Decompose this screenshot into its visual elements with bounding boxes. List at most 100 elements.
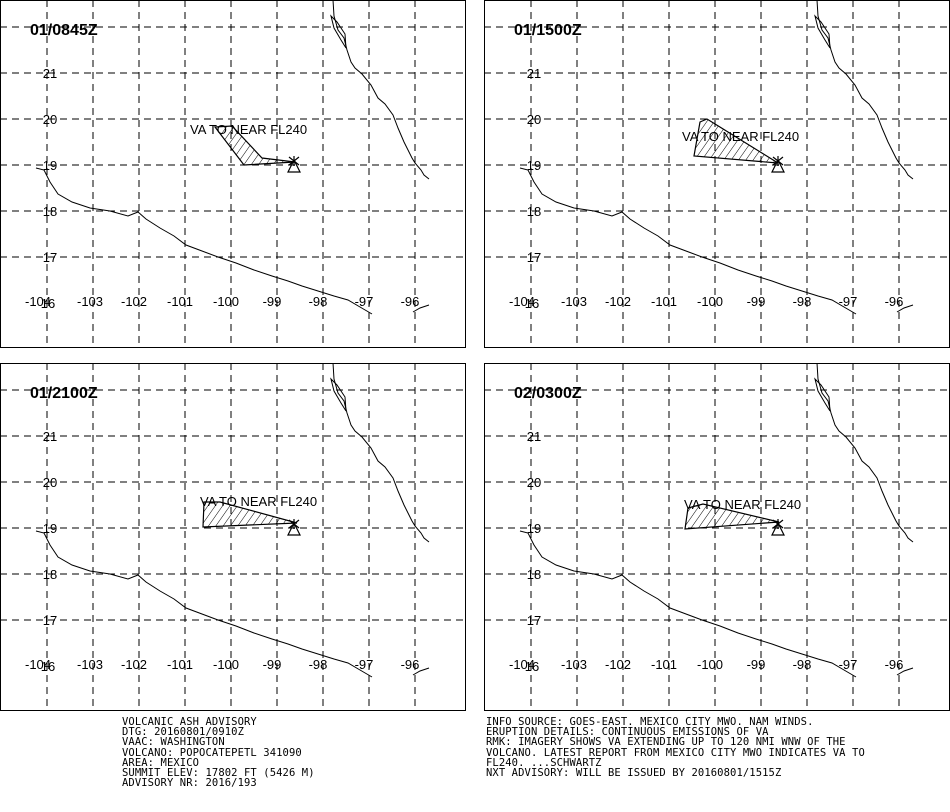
longitude-label: -97 (839, 657, 858, 672)
longitude-label: -104 (25, 657, 51, 672)
advisory-line: ADVISORY NR: 2016/193 (122, 777, 257, 790)
forecast-panel-4: 02/0300Z VA TO NEAR FL240 21 20 19 18 17 16 -1… (484, 363, 950, 711)
advisory-line: DTG: 20160801/0910Z (122, 726, 245, 739)
volcano-icon (287, 156, 301, 173)
latitude-label: 18 (527, 204, 541, 219)
lagoon-outline (330, 14, 347, 49)
latitude-label: 17 (527, 613, 541, 628)
volcano-triangle (771, 158, 785, 173)
latitude-label: 20 (527, 112, 541, 127)
ash-cloud-polygon (213, 125, 296, 166)
map-canvas: 01/2100Z VA TO NEAR FL240 212019181716-1… (0, 363, 466, 711)
latitude-label: 16 (525, 296, 539, 311)
ash-height-label: VA TO NEAR FL240 (684, 497, 801, 512)
pacific-coastline (35, 167, 373, 315)
volcano-icon (771, 519, 785, 536)
eruption-marker (288, 156, 300, 166)
coastline-fragment (896, 304, 914, 313)
coastline-fragment (412, 304, 430, 313)
axis-labels: 21 20 19 18 17 16-104 -103 -102 -101 -100 -99 -98 -9… (25, 66, 419, 311)
coastline (35, 0, 430, 315)
latitude-label: 17 (527, 250, 541, 265)
map-canvas: 01/0845Z VA TO NEAR FL240 212019181716-1… (0, 0, 466, 348)
ash-height-label: VA TO NEAR FL240 (682, 129, 799, 144)
longitude-label: -101 (651, 657, 677, 672)
latitude-label: 17 (43, 613, 57, 628)
ash-height-label: VA TO NEAR FL240 (200, 494, 317, 509)
eruption-marker (288, 519, 300, 529)
longitude-label: -103 (77, 294, 103, 309)
latitude-label: 20 (527, 475, 541, 490)
longitude-label: -99 (263, 294, 282, 309)
lat-lon-grid (0, 0, 466, 348)
axis-labels: 21 20 19 18 17 16-104 -103 -102 -101 -100 -99 -98 -9… (509, 66, 903, 311)
latitude-label: 19 (527, 521, 541, 536)
advisory-line: RMK: IMAGERY SHOWS VA EXTENDING UP TO 12… (486, 736, 846, 749)
volcano-triangle (771, 521, 785, 536)
lagoon-outline (330, 377, 347, 412)
ash-cloud-polygon (684, 503, 780, 530)
longitude-label: -98 (793, 294, 812, 309)
coastline-fragment (896, 667, 914, 676)
longitude-label: -96 (401, 294, 420, 309)
longitude-label: -102 (121, 657, 147, 672)
panel-time-label: 01/0845Z (30, 22, 98, 39)
latitude-label: 20 (43, 112, 57, 127)
latitude-label: 17 (43, 250, 57, 265)
latitude-label: 21 (527, 66, 541, 81)
map-canvas: 01/1500Z VA TO NEAR FL240 21 20 19 18 17 16 -1… (484, 0, 950, 348)
axis-labels: 21 20 19 18 17 16-104 -103 -102 -101 -100 -99 -98 -9… (25, 429, 419, 674)
gulf-coastline (816, 0, 914, 180)
advisory-line: VOLCANIC ASH ADVISORY (122, 716, 257, 728)
latitude-label: 16 (41, 659, 55, 674)
latitude-label: 18 (527, 567, 541, 582)
eruption-marker (772, 519, 784, 529)
gulf-coastline (332, 363, 430, 543)
panel-time-label: 01/2100Z (30, 385, 98, 402)
longitude-label: -103 (77, 657, 103, 672)
longitude-label: -97 (355, 657, 374, 672)
pacific-coastline (519, 167, 857, 315)
pacific-coastline (519, 530, 857, 678)
longitude-label: -102 (605, 657, 631, 672)
longitude-label: -101 (651, 294, 677, 309)
advisory-line: VOLCANO. LATEST REPORT FROM MEXICO CITY … (486, 746, 865, 759)
panel-border (484, 0, 950, 348)
lat-lon-grid (484, 0, 950, 348)
longitude-label: -100 (697, 294, 723, 309)
longitude-label: -96 (885, 657, 904, 672)
panel-time-label: 01/1500Z (514, 22, 582, 39)
panel-border (0, 0, 466, 348)
advisory-line: VAAC: WASHINGTON (122, 736, 225, 749)
lat-lon-grid (0, 363, 466, 711)
longitude-label: -98 (309, 294, 328, 309)
advisory-info-right: INFO SOURCE: GOES-EAST. MEXICO CITY MWO.… (486, 716, 865, 780)
latitude-label: 19 (43, 158, 57, 173)
longitude-label: -98 (793, 657, 812, 672)
advisory-line: NXT ADVISORY: WILL BE ISSUED BY 20160801… (486, 767, 782, 780)
longitude-label: -100 (213, 294, 239, 309)
advisory-line: AREA: MEXICO (122, 756, 200, 769)
advisory-info-left: VOLCANIC ASH ADVISORY DTG: 20160801/0910… (122, 716, 315, 790)
longitude-label: -102 (605, 294, 631, 309)
longitude-label: -100 (213, 657, 239, 672)
coastline (519, 0, 914, 315)
forecast-panel-3: 01/2100Z VA TO NEAR FL240 21 20 19 18 17 16 -1… (0, 363, 466, 711)
longitude-label: -104 (25, 294, 51, 309)
latitude-label: 16 (41, 296, 55, 311)
panel-time-label: 02/0300Z (514, 385, 582, 402)
panel-border (0, 363, 466, 711)
advisory-line: INFO SOURCE: GOES-EAST. MEXICO CITY MWO.… (486, 716, 814, 728)
eruption-marker (772, 156, 784, 166)
forecast-panel-1: 01/0845Z VA TO NEAR FL240 21 20 19 18 17 16 -1… (0, 0, 466, 348)
volcano-triangle (287, 521, 301, 536)
longitude-label: -96 (885, 294, 904, 309)
latitude-label: 19 (527, 158, 541, 173)
latitude-label: 19 (43, 521, 57, 536)
lagoon-outline (814, 377, 831, 412)
longitude-label: -99 (747, 657, 766, 672)
longitude-label: -97 (839, 294, 858, 309)
longitude-label: -100 (697, 657, 723, 672)
latitude-label: 21 (527, 429, 541, 444)
coastline (519, 363, 914, 678)
